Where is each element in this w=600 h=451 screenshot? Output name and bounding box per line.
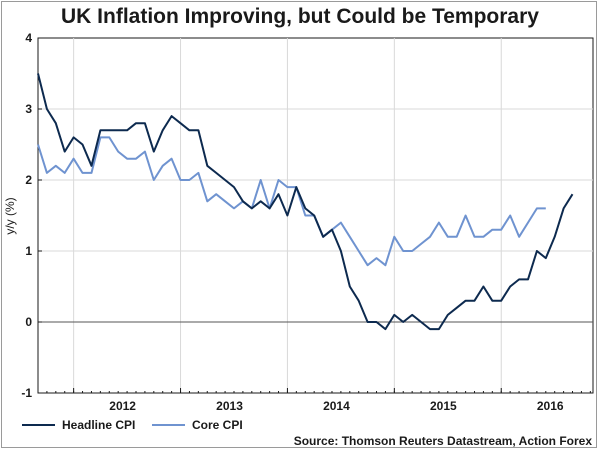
y-tick-label: 0 xyxy=(25,315,32,329)
x-tick-label: 2013 xyxy=(216,399,243,413)
x-tick-label: 2015 xyxy=(430,399,457,413)
plot-area xyxy=(37,37,594,394)
legend-core-label: Core CPI xyxy=(192,418,243,432)
legend-core: Core CPI xyxy=(152,418,243,432)
core-cpi-line xyxy=(37,136,546,267)
headline-cpi-line xyxy=(37,73,574,331)
y-tick-label: 4 xyxy=(25,31,32,45)
y-tick-label: 3 xyxy=(25,102,32,116)
legend-headline: Headline CPI xyxy=(22,418,135,432)
x-tick-label: 2012 xyxy=(109,399,136,413)
x-tick-label: 2014 xyxy=(323,399,350,413)
legend-core-swatch xyxy=(152,424,185,426)
legend-headline-swatch xyxy=(22,424,55,426)
chart-title: UK Inflation Improving, but Could be Tem… xyxy=(61,5,539,28)
y-tick-label: 1 xyxy=(25,244,32,258)
legend-headline-label: Headline CPI xyxy=(62,418,136,432)
y-tick-label: -1 xyxy=(21,386,32,400)
y-axis-label: y/y (%) xyxy=(3,197,17,234)
source-note: Source: Thomson Reuters Datastream, Acti… xyxy=(293,434,592,448)
x-tick-label: 2016 xyxy=(537,399,564,413)
y-tick-label: 2 xyxy=(25,173,32,187)
